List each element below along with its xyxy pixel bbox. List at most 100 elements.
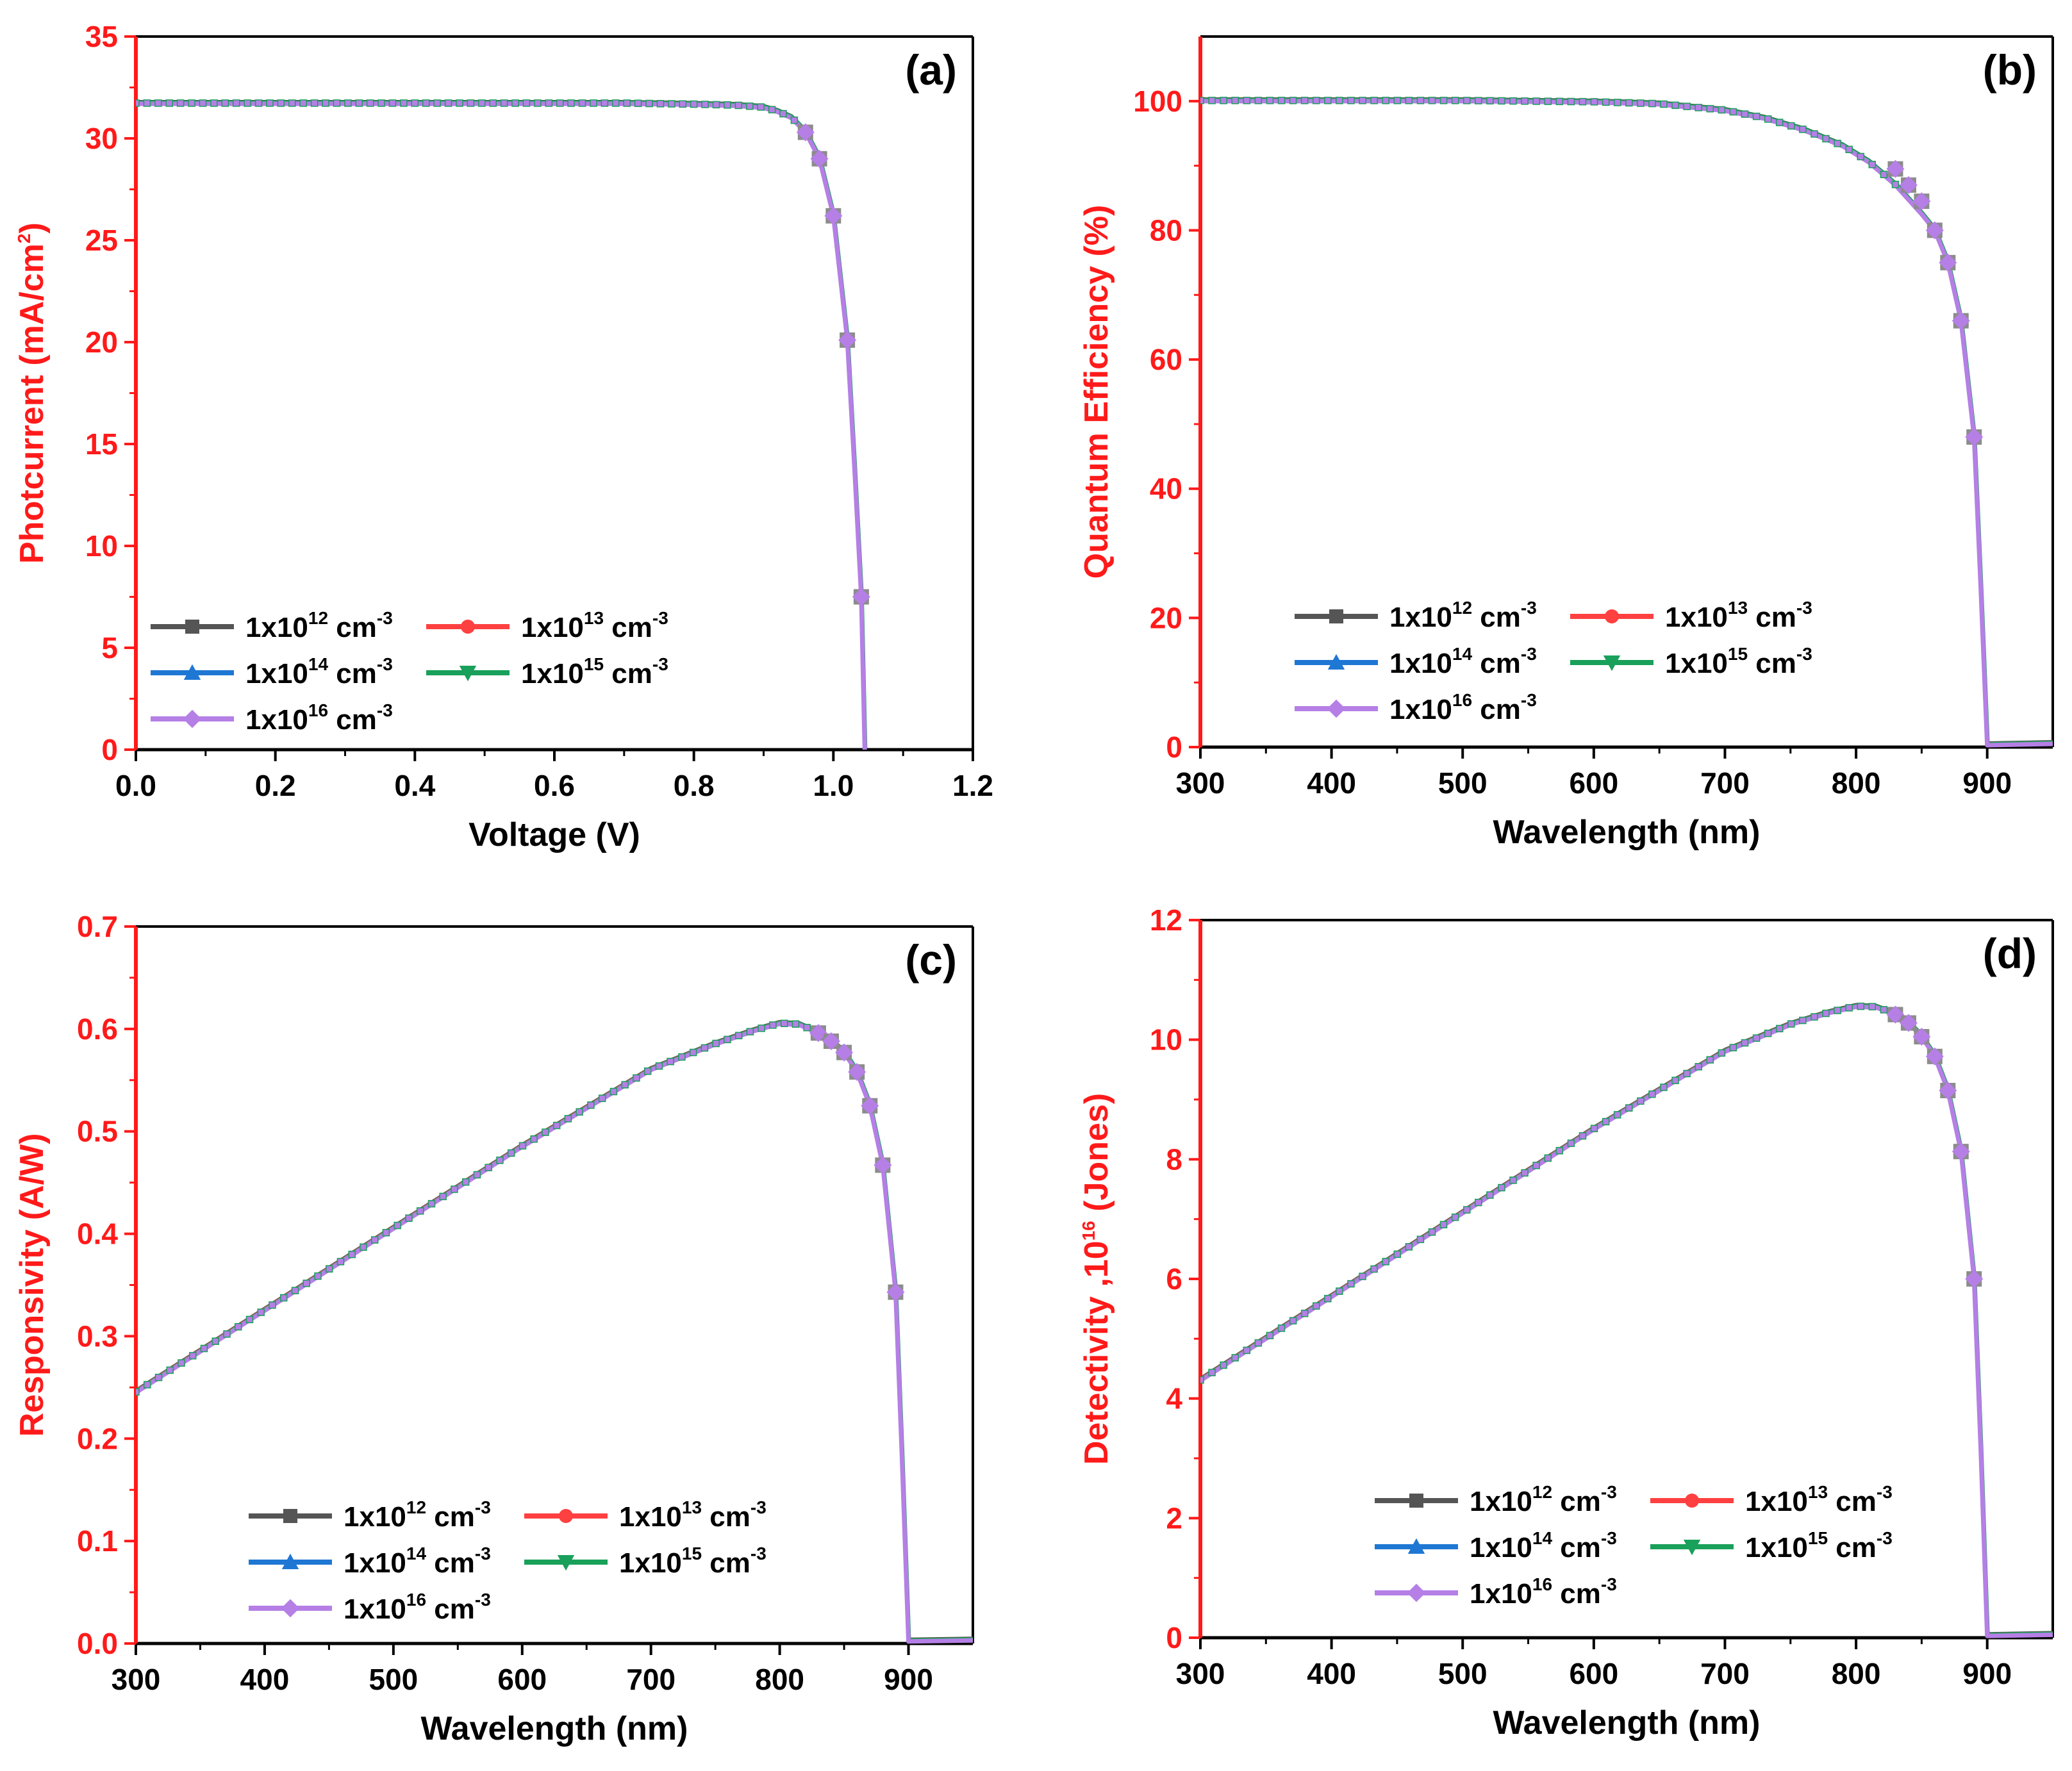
y-axis-title: Photcurrent (mA/cm2) [13, 222, 51, 564]
legend-marker [283, 1509, 297, 1523]
data-point [1220, 97, 1227, 104]
data-point [1602, 98, 1610, 106]
series-dense-markers [1200, 97, 1900, 188]
x-tick-label: 0.8 [674, 769, 715, 802]
panel-a: 0.0 0.2 0.4 0.6 0.8 1.0 1.2 0 5 10 15 20 25 30 35 Volta… [13, 20, 993, 853]
data-point [1891, 181, 1900, 188]
y-tick-label: 80 [1150, 213, 1182, 247]
data-point [1775, 119, 1784, 126]
data-point [1602, 1117, 1610, 1126]
data-point [355, 99, 363, 107]
data-point-diamond [1939, 253, 1957, 272]
data-point [1428, 97, 1436, 104]
data-point [1811, 1013, 1818, 1021]
data-point [609, 1087, 618, 1096]
data-point [360, 1243, 367, 1251]
legend-marker [281, 1553, 299, 1569]
legend-marker [1407, 1538, 1425, 1554]
x-tick-label: 700 [1700, 1657, 1750, 1690]
panel-c: 300 400 500 600 700 800 900 0.0 0.1 0.2 0.3 0.4 0.5 0… [13, 910, 974, 1747]
data-point [1579, 97, 1587, 106]
y-tick-label: 0.1 [77, 1524, 118, 1558]
data-point [1243, 1346, 1251, 1355]
data-point [1451, 97, 1459, 104]
data-point [1359, 97, 1366, 104]
data-point [411, 99, 419, 107]
data-point [701, 101, 709, 108]
data-point [166, 1366, 174, 1374]
data-point [244, 99, 251, 107]
data-point [1521, 97, 1529, 105]
data-point [689, 1048, 697, 1057]
y-tick-label: 10 [1150, 1023, 1182, 1057]
data-point-diamond [1899, 176, 1918, 194]
data-point [668, 100, 675, 108]
legend-marker [459, 666, 477, 682]
legend-marker [1327, 699, 1346, 718]
x-tick-label: 1.2 [952, 769, 993, 802]
data-point [1208, 1369, 1216, 1376]
data-point [1544, 1154, 1552, 1162]
data-point [366, 99, 374, 107]
y-tick-label: 100 [1133, 85, 1182, 118]
data-point [322, 99, 329, 107]
data-point [1683, 1069, 1691, 1078]
data-point [377, 99, 385, 107]
data-point [1428, 1228, 1436, 1236]
legend-marker [281, 1599, 300, 1618]
legend-label: 1x1015 cm-3 [619, 1544, 767, 1579]
x-tick-label: 700 [1700, 766, 1750, 800]
data-point [1200, 97, 1204, 104]
x-axis-title: Voltage (V) [468, 816, 640, 853]
data-point [314, 1272, 322, 1280]
y-tick-label: 0.3 [77, 1319, 118, 1353]
data-point [1671, 1076, 1679, 1084]
data-point [1300, 1310, 1309, 1317]
data-point [522, 99, 531, 107]
data-point [467, 99, 475, 107]
data-point [700, 1044, 709, 1052]
data-point [712, 1039, 720, 1048]
data-point [518, 1142, 527, 1150]
data-point [734, 1032, 743, 1040]
data-point [1555, 97, 1564, 106]
data-point [211, 1337, 219, 1346]
data-point [1266, 1331, 1274, 1340]
data-point [254, 99, 263, 107]
data-point [1382, 1258, 1389, 1265]
data-point [578, 99, 586, 107]
data-point [780, 1019, 788, 1027]
legend-label: 1x1016 cm-3 [245, 700, 393, 736]
data-point-diamond [861, 1096, 879, 1115]
series-dense-markers [136, 99, 809, 136]
data-point [1625, 99, 1633, 107]
x-tick-label: 600 [1569, 1657, 1618, 1690]
data-point [612, 99, 620, 107]
legend-marker [1685, 1494, 1699, 1508]
legend-label: 1x1013 cm-3 [619, 1497, 767, 1533]
data-point [724, 101, 731, 109]
data-point [439, 1192, 447, 1201]
data-point [269, 1301, 276, 1309]
data-point [634, 99, 642, 108]
legend-marker [183, 664, 201, 680]
x-axis-title: Wavelength (nm) [421, 1710, 688, 1747]
data-point [1254, 97, 1263, 104]
series-line-series_16 [136, 1021, 973, 1644]
legend-label: 1x1012 cm-3 [1389, 598, 1537, 633]
legend-label: 1x1014 cm-3 [1389, 644, 1537, 679]
data-point [1347, 1280, 1355, 1288]
y-tick-label: 2 [1166, 1501, 1182, 1535]
data-point [1590, 98, 1598, 106]
y-tick-label: 8 [1166, 1142, 1182, 1176]
panel-label: (b) [1983, 46, 2037, 94]
data-point [1544, 97, 1552, 105]
data-point [1370, 1265, 1378, 1273]
data-point [1729, 1044, 1737, 1051]
y-tick-label: 0 [101, 733, 118, 766]
legend-label: 1x1014 cm-3 [344, 1544, 491, 1579]
data-point [199, 99, 207, 107]
series-line-series_14 [136, 1021, 973, 1643]
data-point [1834, 140, 1841, 147]
x-tick-label: 800 [755, 1663, 804, 1696]
